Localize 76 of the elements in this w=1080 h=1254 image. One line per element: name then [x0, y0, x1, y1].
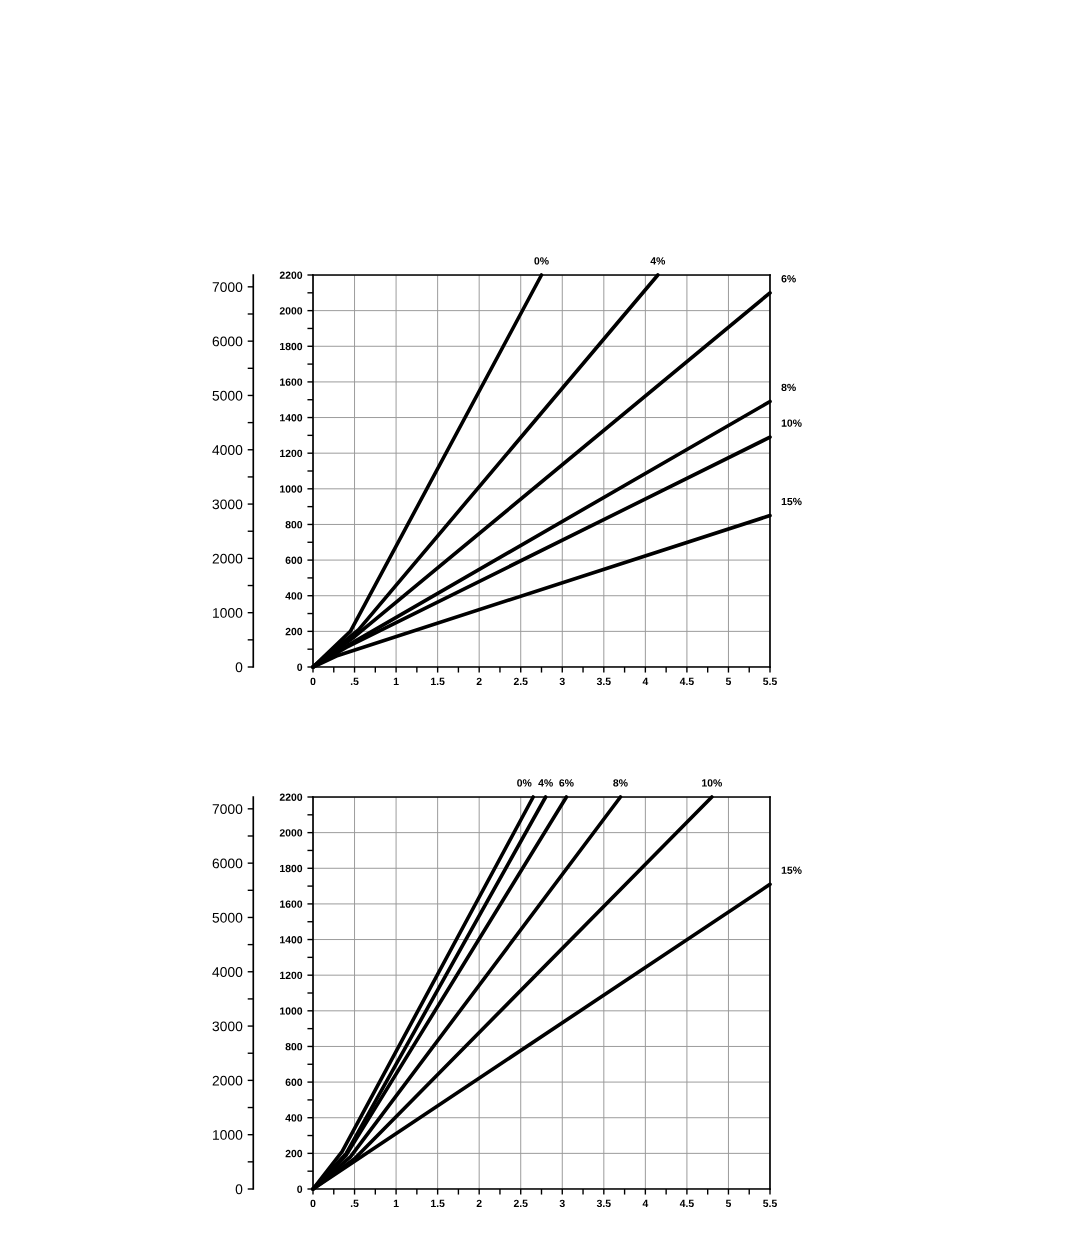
x-tick-label: 1.5: [431, 677, 445, 686]
x-tick-label: 3: [559, 677, 565, 686]
y2-tick-label: 5000: [212, 912, 243, 923]
y-tick-label: 1600: [280, 900, 303, 908]
y-tick-label: 600: [285, 1078, 303, 1086]
y2-tick-label: 2000: [212, 1075, 243, 1086]
y-tick-label: 200: [285, 1149, 303, 1158]
x-tick-label: 5.5: [763, 1199, 777, 1208]
y-tick-label: 2200: [279, 271, 303, 279]
y-tick-label: 400: [285, 1114, 303, 1122]
x-tick-label: 2.5: [513, 677, 528, 686]
y-tick-label: 1000: [280, 1007, 303, 1015]
series-label: 6%: [559, 779, 574, 787]
series-label: 0%: [534, 257, 549, 265]
y-tick-label: 800: [285, 520, 303, 529]
x-tick-label: 2: [476, 677, 482, 685]
y2-tick-label: 0: [235, 1184, 243, 1195]
x-tick-label: 3.5: [596, 1199, 611, 1208]
x-tick-label: 5: [725, 1199, 732, 1208]
x-tick-label: 3: [559, 1199, 565, 1208]
x-tick-label: .5: [350, 1199, 359, 1208]
series-label: 10%: [781, 419, 802, 427]
y-tick-label: 1800: [280, 864, 303, 873]
series-label: 8%: [781, 383, 796, 392]
y2-tick-label: 0: [235, 662, 243, 673]
series-label: 15%: [781, 866, 802, 874]
x-tick-label: 0: [310, 1199, 316, 1208]
x-tick-label: 5.5: [763, 677, 777, 686]
y-tick-label: 1200: [280, 971, 303, 980]
y-tick-label: 2000: [279, 307, 303, 315]
series-label: 10%: [702, 779, 722, 787]
y-tick-label: 1400: [280, 414, 303, 422]
y2-tick-label: 5000: [212, 390, 243, 401]
y-tick-label: 0: [297, 663, 303, 671]
y2-tick-label: 7000: [212, 804, 243, 815]
y-tick-label: 200: [285, 627, 303, 636]
y2-tick-label: 3000: [212, 499, 243, 510]
y2-tick-label: 7000: [212, 282, 243, 293]
x-tick-label: 2: [476, 1199, 482, 1207]
x-tick-label: 1: [393, 1199, 399, 1207]
y2-tick-label: 3000: [212, 1021, 243, 1032]
y-tick-label: 600: [285, 556, 303, 564]
series-label: 8%: [613, 779, 628, 787]
y2-tick-label: 2000: [212, 553, 243, 564]
y2-tick-label: 6000: [212, 336, 243, 347]
series-label: 0%: [517, 779, 532, 787]
y-tick-label: 2200: [279, 793, 303, 801]
y2-tick-label: 4000: [212, 445, 243, 455]
series-label: 15%: [781, 497, 802, 506]
y-tick-label: 2000: [279, 829, 303, 837]
x-tick-label: 1: [393, 677, 399, 685]
x-tick-label: 2.5: [513, 1199, 528, 1208]
series-label: 6%: [781, 275, 796, 283]
x-tick-label: .5: [350, 677, 359, 686]
series-label: 4%: [538, 779, 553, 787]
y-tick-label: 0: [297, 1185, 303, 1193]
y2-tick-label: 4000: [212, 967, 243, 977]
y-tick-label: 400: [285, 592, 303, 600]
x-tick-label: 4.5: [679, 677, 694, 686]
x-tick-label: 3.5: [596, 677, 611, 686]
y-tick-label: 1000: [280, 485, 303, 493]
x-tick-label: 4.5: [679, 1199, 694, 1208]
y-tick-label: 800: [285, 1042, 303, 1051]
series-label: 4%: [650, 257, 666, 265]
y-tick-label: 1800: [280, 342, 303, 351]
y2-tick-label: 1000: [213, 608, 243, 618]
y-tick-label: 1400: [280, 936, 303, 944]
x-tick-label: 1.5: [431, 1199, 445, 1208]
x-tick-label: 0: [310, 677, 316, 686]
y-tick-label: 1600: [280, 378, 303, 386]
x-tick-label: 4: [642, 677, 649, 685]
x-tick-label: 4: [642, 1199, 649, 1207]
x-tick-label: 5: [725, 677, 732, 686]
y2-tick-label: 1000: [213, 1130, 243, 1140]
y-tick-label: 1200: [280, 449, 303, 458]
y2-tick-label: 6000: [212, 858, 243, 869]
